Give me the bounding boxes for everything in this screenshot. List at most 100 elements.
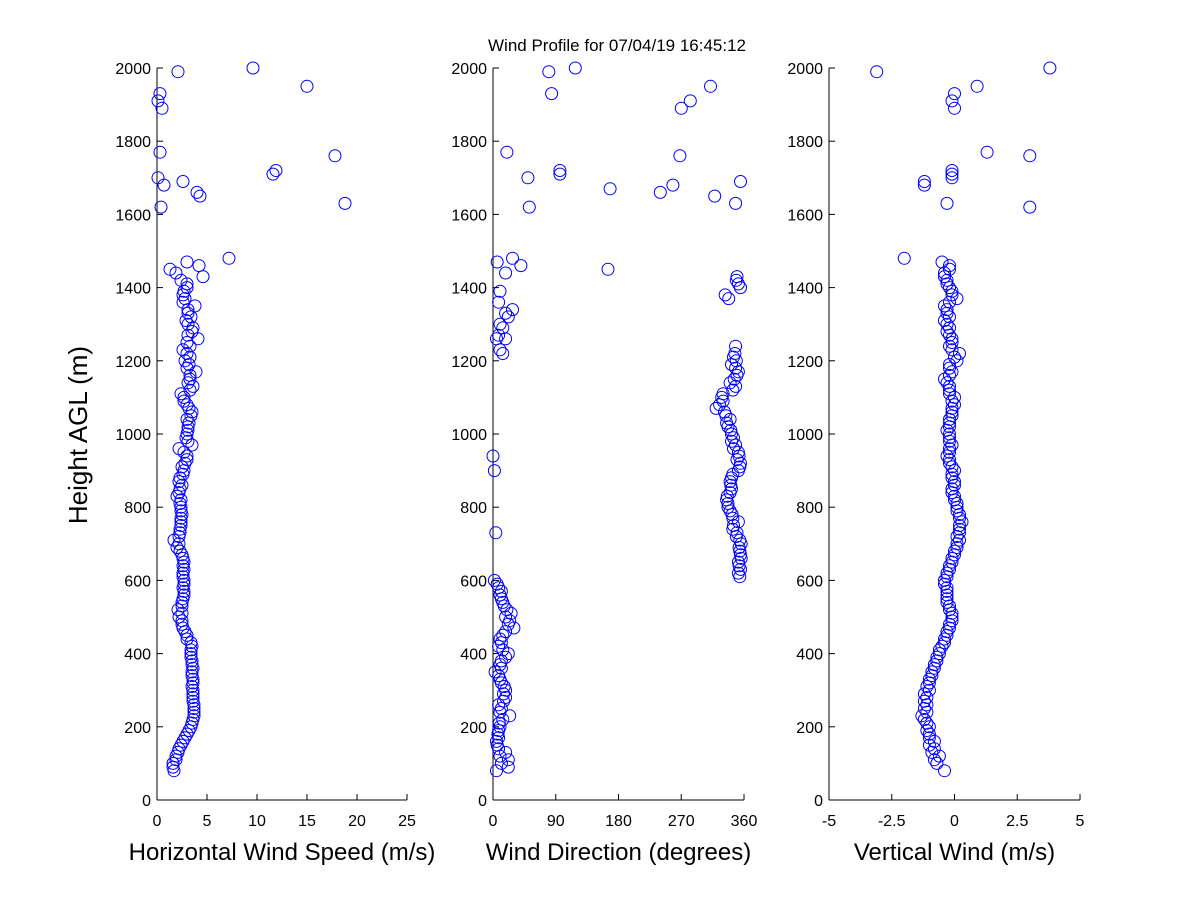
data-point [945, 343, 959, 357]
data-point [177, 394, 191, 408]
data-point [1023, 200, 1037, 214]
data-point [945, 167, 959, 181]
data-point [945, 438, 959, 452]
y-tick-label: 400 [796, 647, 823, 664]
data-point [174, 273, 188, 287]
data-point [948, 87, 961, 101]
data-point [870, 65, 884, 79]
data-point [730, 526, 744, 540]
x-axis-label: Vertical Wind (m/s) [854, 839, 1055, 866]
data-point [542, 65, 556, 79]
data-point [897, 251, 911, 265]
data-point [943, 295, 956, 309]
data-point [174, 519, 188, 532]
data-point [731, 365, 745, 379]
y-tick-label: 1400 [451, 281, 487, 298]
data-point [492, 716, 506, 730]
data-point [153, 87, 167, 101]
data-point [922, 738, 936, 752]
data-point [727, 519, 740, 532]
chart-title: Wind Profile for 07/04/19 16:45:12 [488, 36, 746, 55]
data-point [173, 471, 187, 485]
data-point [945, 171, 959, 185]
data-point [506, 303, 519, 317]
data-point [499, 266, 513, 280]
data-point [731, 555, 745, 569]
data-point [174, 493, 188, 507]
data-point [943, 387, 956, 401]
y-tick-label: 1200 [115, 354, 151, 371]
y-tick-label: 1000 [115, 427, 151, 444]
data-point [943, 339, 956, 353]
data-point [943, 456, 956, 470]
x-tick-label: 90 [547, 813, 565, 830]
y-tick-label: 1600 [451, 207, 487, 224]
x-tick-label: 180 [605, 813, 632, 830]
data-point [174, 387, 188, 401]
data-point [666, 178, 680, 192]
data-point [488, 665, 502, 679]
data-point [175, 460, 189, 474]
data-point [501, 753, 515, 767]
data-point [673, 149, 687, 163]
y-tick-label: 2000 [115, 61, 151, 78]
data-point [727, 431, 740, 445]
data-point [184, 650, 198, 664]
data-point [187, 702, 201, 715]
data-point [501, 760, 515, 774]
data-point [490, 764, 503, 778]
data-point [943, 310, 956, 324]
data-point [938, 632, 951, 646]
data-point [188, 299, 202, 313]
data-point [720, 416, 734, 430]
data-point [935, 255, 949, 269]
data-point [184, 636, 198, 650]
data-point [181, 423, 195, 437]
data-point [920, 698, 934, 712]
data-point [501, 310, 515, 324]
data-point [943, 368, 956, 382]
data-point [940, 625, 954, 639]
data-point [948, 101, 961, 115]
data-point [522, 200, 536, 214]
data-point [948, 489, 961, 503]
data-point [178, 456, 192, 470]
data-point [186, 321, 200, 335]
data-point [953, 533, 966, 547]
data-point [722, 292, 736, 306]
y-tick-label: 1200 [451, 354, 487, 371]
data-point [729, 354, 743, 368]
data-point [945, 460, 959, 474]
data-point [725, 434, 738, 448]
data-point [487, 573, 501, 587]
data-point [932, 643, 946, 657]
data-point [653, 185, 667, 199]
data-point [196, 270, 210, 284]
data-point [922, 720, 936, 734]
x-axis-label: Horizontal Wind Speed (m/s) [129, 839, 436, 866]
data-point [950, 530, 964, 543]
data-point [183, 383, 197, 397]
data-point [945, 332, 959, 346]
data-point [935, 639, 949, 653]
data-point [545, 87, 559, 101]
data-point [943, 559, 956, 573]
x-tick-label: 2.5 [1006, 813, 1028, 830]
data-point [494, 756, 508, 770]
data-point [222, 251, 236, 265]
data-point [489, 526, 503, 540]
data-point [943, 383, 956, 397]
data-point [172, 442, 186, 456]
data-point [920, 724, 934, 737]
data-point [718, 288, 732, 302]
data-point [917, 175, 931, 188]
data-point [175, 478, 189, 492]
data-point [175, 599, 189, 613]
data-point [938, 372, 951, 386]
x-tick-label: -5 [822, 813, 836, 830]
x-tick-label: 360 [731, 813, 758, 830]
x-tick-label: 5 [203, 813, 212, 830]
data-point [186, 691, 200, 704]
data-point [185, 438, 199, 452]
data-point [494, 702, 508, 715]
